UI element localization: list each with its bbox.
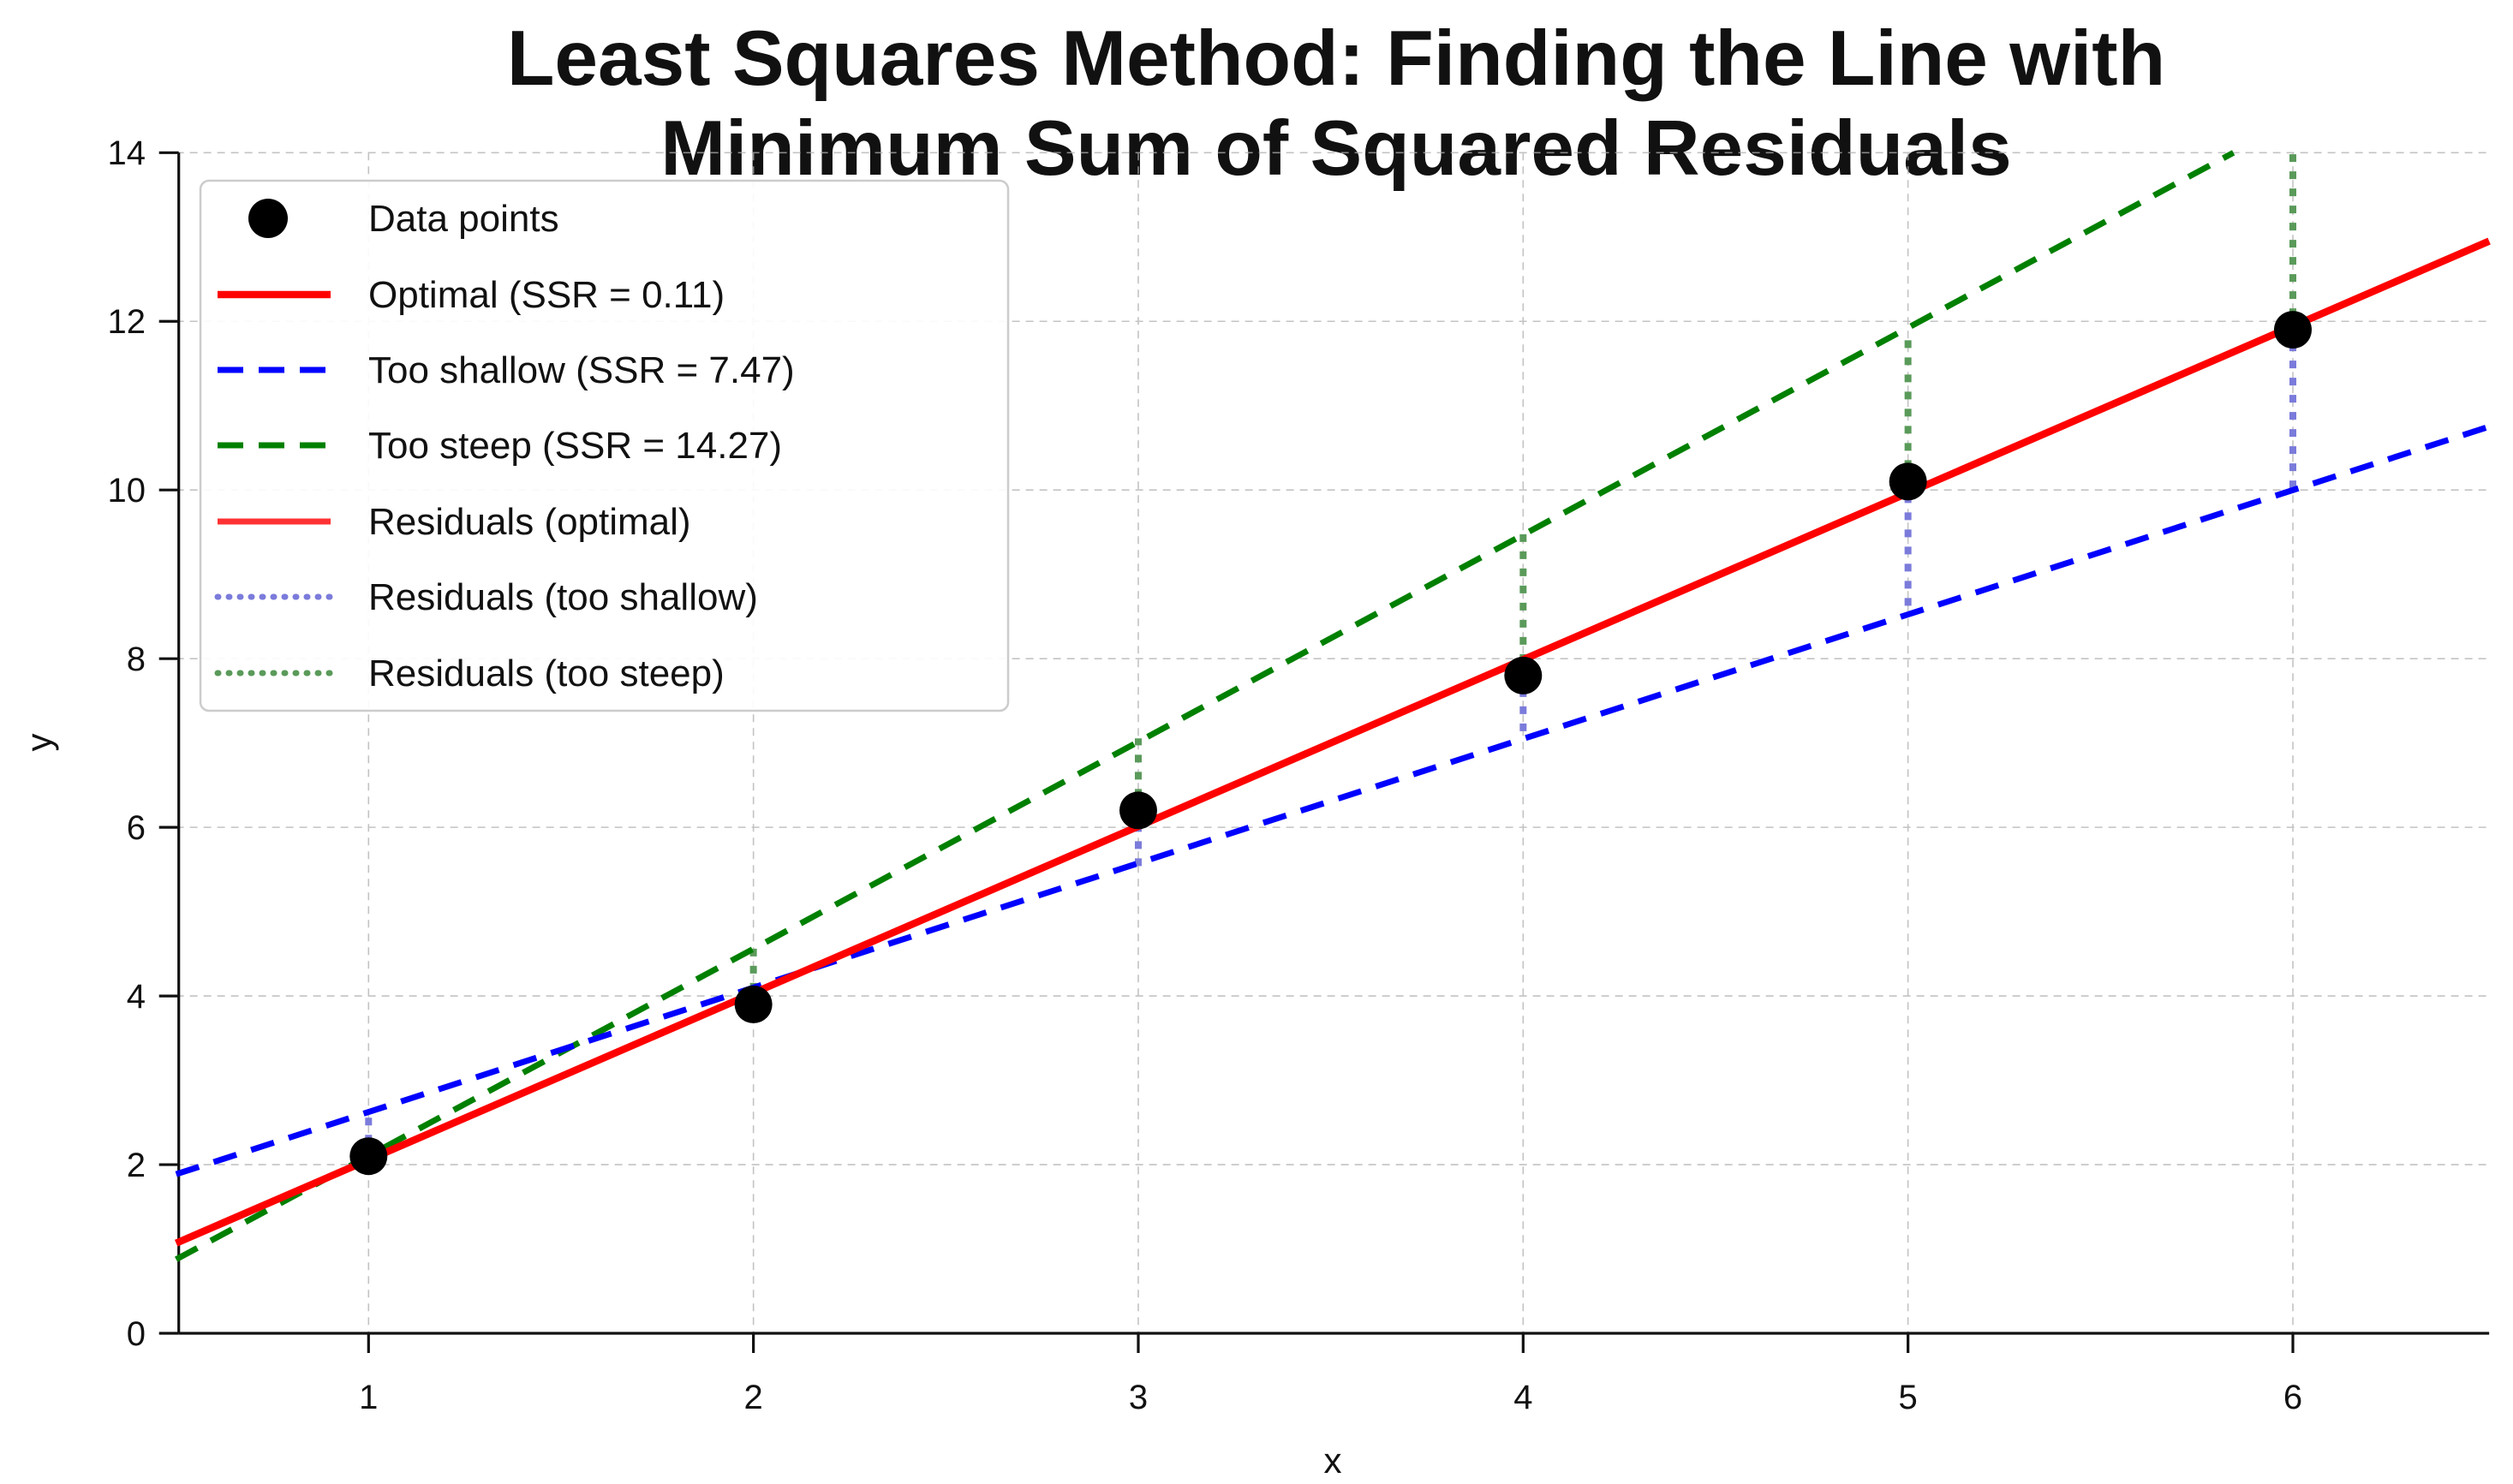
svg-text:Minimum Sum of Squared Residua: Minimum Sum of Squared Residuals	[660, 105, 2012, 192]
svg-text:Too steep (SSR = 14.27): Too steep (SSR = 14.27)	[368, 425, 782, 467]
svg-text:6: 6	[2283, 1379, 2302, 1416]
svg-text:1: 1	[359, 1379, 378, 1416]
svg-text:5: 5	[1899, 1379, 1918, 1416]
svg-text:x: x	[1324, 1440, 1342, 1481]
svg-text:4: 4	[127, 978, 146, 1016]
svg-text:0: 0	[127, 1315, 146, 1353]
svg-text:Too shallow (SSR = 7.47): Too shallow (SSR = 7.47)	[368, 349, 795, 391]
svg-text:Least Squares Method: Finding: Least Squares Method: Finding the Line w…	[507, 15, 2165, 102]
svg-text:4: 4	[1513, 1379, 1532, 1416]
svg-text:12: 12	[108, 303, 146, 341]
svg-text:y: y	[19, 734, 59, 752]
svg-text:6: 6	[127, 809, 146, 847]
svg-text:Residuals (optimal): Residuals (optimal)	[368, 501, 691, 543]
svg-text:8: 8	[127, 641, 146, 678]
svg-text:Residuals (too shallow): Residuals (too shallow)	[368, 576, 758, 618]
svg-text:2: 2	[127, 1147, 146, 1184]
svg-text:Residuals (too steep): Residuals (too steep)	[368, 653, 725, 694]
svg-text:3: 3	[1129, 1379, 1148, 1416]
svg-text:Optimal (SSR = 0.11): Optimal (SSR = 0.11)	[368, 274, 725, 316]
svg-text:10: 10	[108, 472, 146, 510]
svg-text:Data points: Data points	[368, 198, 559, 240]
svg-text:14: 14	[108, 134, 146, 172]
svg-text:2: 2	[744, 1379, 763, 1416]
